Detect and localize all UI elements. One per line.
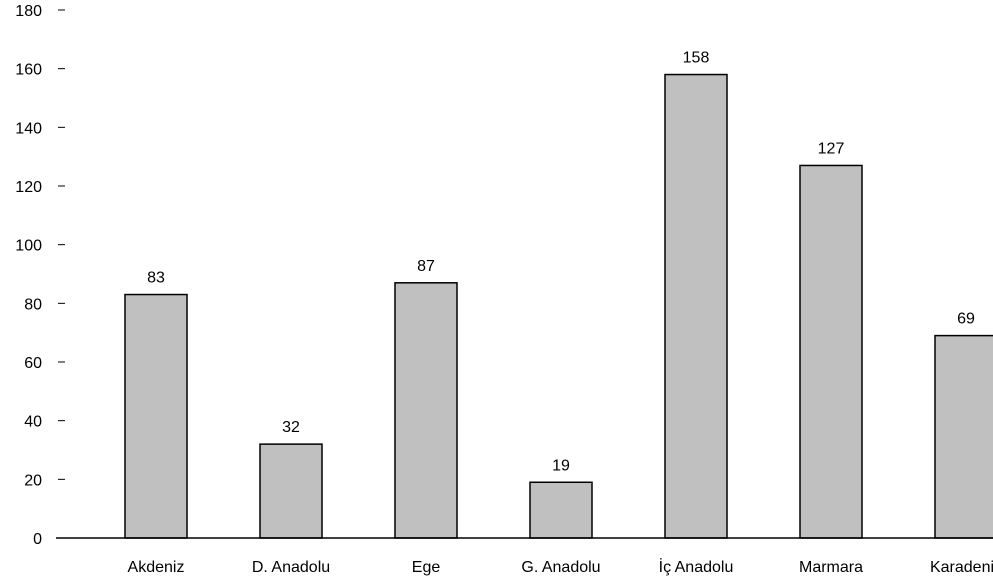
bar — [394, 282, 458, 539]
bar — [259, 443, 323, 539]
bar — [664, 73, 728, 539]
data-label: 158 — [683, 50, 710, 67]
x-tick-label: Ege — [412, 559, 441, 576]
data-label: 19 — [552, 457, 570, 474]
y-tick-label: 60 — [24, 355, 42, 372]
x-tick-label: Marmara — [799, 559, 863, 576]
y-tick-label: 40 — [24, 414, 42, 431]
bar — [799, 164, 863, 539]
y-tick-label: 180 — [15, 3, 42, 20]
data-label: 83 — [147, 270, 165, 287]
x-tick-label: D. Anadolu — [252, 559, 330, 576]
y-tick-label: 160 — [15, 62, 42, 79]
x-tick-label: İç Anadolu — [659, 557, 734, 576]
bar — [124, 293, 188, 539]
y-tick-label: 140 — [15, 120, 42, 137]
data-label: 32 — [282, 419, 300, 436]
x-tick-label: Karadeniz — [930, 559, 993, 576]
bar — [529, 481, 593, 539]
y-tick-label: 100 — [15, 238, 42, 255]
data-label: 69 — [957, 311, 975, 328]
bar — [934, 334, 993, 539]
data-label: 87 — [417, 258, 435, 275]
data-labels: 83 32 87 19 158 127 69 — [147, 50, 975, 475]
y-tick-label: 0 — [33, 531, 42, 548]
y-tick-label: 80 — [24, 296, 42, 313]
x-axis: Akdeniz D. Anadolu Ege G. Anadolu İç Anadolu… — [56, 537, 993, 576]
y-tick-label: 20 — [24, 472, 42, 489]
x-tick-label: G. Anadolu — [521, 559, 600, 576]
bars — [124, 73, 993, 539]
y-axis: 0 20 40 60 80 100 120 140 160 180 — [15, 3, 65, 548]
data-label: 127 — [818, 140, 845, 157]
x-tick-label: Akdeniz — [128, 559, 185, 576]
y-tick-label: 120 — [15, 179, 42, 196]
